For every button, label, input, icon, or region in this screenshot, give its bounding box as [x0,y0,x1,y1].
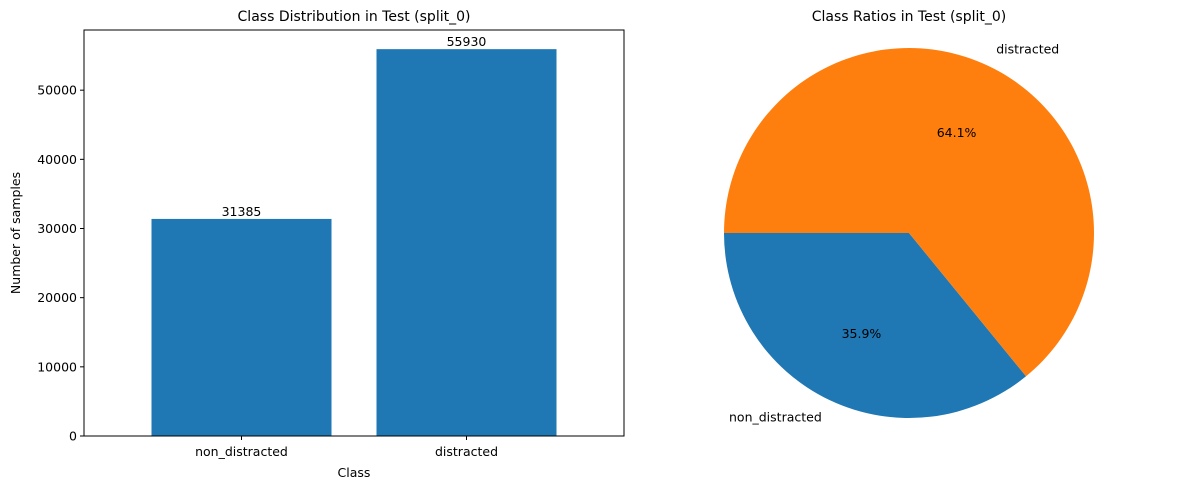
y-axis-ticks: 0 10000 20000 30000 40000 50000 [37,83,84,444]
bar-marks: 31385 55930 [151,34,557,436]
pie-label: non_distracted [729,409,822,424]
x-axis-label: Class [338,465,371,480]
pie-slice-non_distracted [724,233,1027,419]
pie-percent-label: 64.1% [937,125,977,140]
pie-chart-title: Class Ratios in Test (split_0) [812,9,1006,25]
bar-value-label: 55930 [447,34,487,49]
x-tick-label: non_distracted [195,444,288,459]
y-tick-label: 50000 [37,83,77,98]
y-axis-label: Number of samples [8,172,23,294]
bar-distracted [376,49,557,436]
x-axis-ticks: non_distracted distracted [195,436,498,459]
y-tick-label: 0 [69,429,77,444]
pie-label: distracted [996,42,1059,57]
y-tick-label: 20000 [37,290,77,305]
bar-non_distracted [151,218,332,436]
y-tick-label: 30000 [37,221,77,236]
bar-value-label: 31385 [222,204,262,219]
y-tick-label: 40000 [37,152,77,167]
pie-marks: non_distracted 35.9% distracted 64.1% [724,42,1094,424]
bar-chart-title: Class Distribution in Test (split_0) [238,9,471,25]
pie-chart: Class Ratios in Test (split_0) non_distr… [724,9,1094,424]
x-tick-label: distracted [435,444,498,459]
pie-slice-distracted [724,48,1094,377]
bar-chart: Class Distribution in Test (split_0) 313… [8,9,625,480]
bar-plot-frame [83,29,625,437]
pie-percent-label: 35.9% [842,326,882,341]
y-tick-label: 10000 [37,359,77,374]
